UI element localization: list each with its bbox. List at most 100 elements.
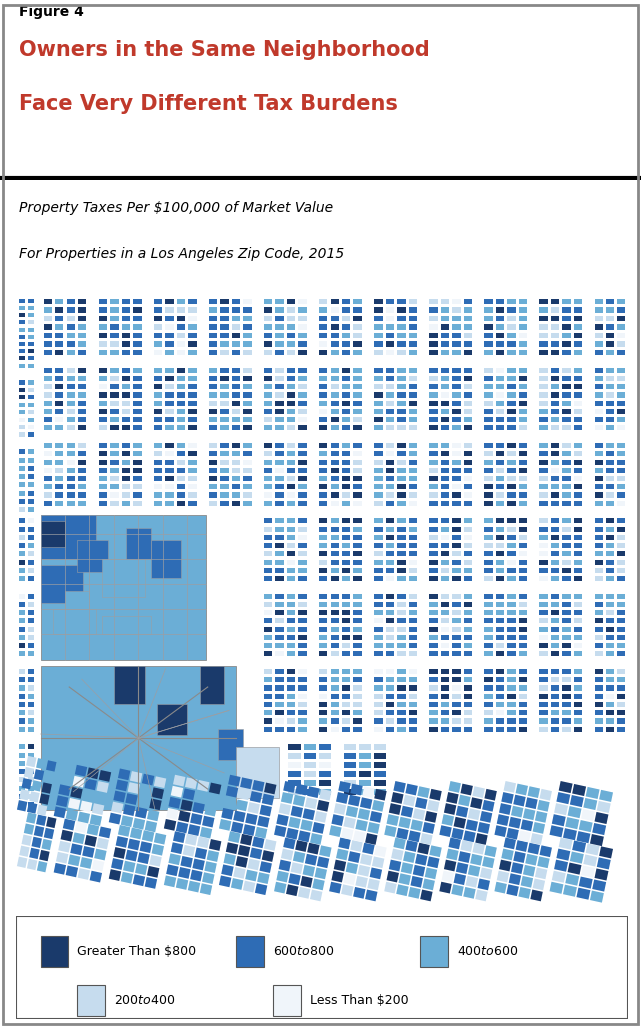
Bar bbox=[287, 694, 296, 699]
Bar bbox=[507, 519, 516, 524]
Polygon shape bbox=[281, 792, 294, 804]
Bar bbox=[397, 694, 406, 699]
Bar bbox=[397, 535, 406, 540]
Polygon shape bbox=[353, 830, 365, 843]
Polygon shape bbox=[121, 815, 133, 827]
Bar bbox=[276, 332, 284, 339]
Bar bbox=[298, 527, 307, 532]
Bar bbox=[331, 552, 339, 557]
Bar bbox=[452, 718, 461, 723]
Bar bbox=[19, 643, 25, 648]
Bar bbox=[276, 298, 284, 304]
Bar bbox=[44, 443, 52, 449]
Bar bbox=[507, 543, 516, 548]
Bar bbox=[209, 342, 217, 347]
Bar bbox=[28, 334, 35, 339]
Bar bbox=[19, 349, 25, 353]
Bar bbox=[562, 643, 570, 648]
Bar bbox=[122, 350, 130, 355]
Bar bbox=[495, 643, 504, 648]
Bar bbox=[276, 527, 284, 532]
Bar bbox=[551, 501, 560, 506]
Bar bbox=[441, 627, 449, 632]
Bar bbox=[342, 425, 351, 430]
Bar bbox=[441, 468, 449, 473]
Bar bbox=[287, 594, 296, 599]
Bar bbox=[507, 627, 516, 632]
Polygon shape bbox=[581, 809, 595, 821]
Bar bbox=[154, 316, 162, 321]
Bar bbox=[99, 493, 107, 498]
Bar bbox=[429, 316, 438, 321]
Bar bbox=[319, 316, 328, 321]
Polygon shape bbox=[94, 792, 106, 804]
Bar bbox=[359, 771, 371, 777]
Bar bbox=[188, 493, 197, 498]
Bar bbox=[374, 384, 383, 389]
Bar bbox=[617, 535, 625, 540]
Bar bbox=[319, 535, 328, 540]
Polygon shape bbox=[358, 864, 370, 877]
Polygon shape bbox=[454, 874, 466, 885]
Text: Figure 4: Figure 4 bbox=[19, 5, 84, 20]
Polygon shape bbox=[293, 851, 305, 863]
Bar bbox=[28, 298, 35, 303]
Polygon shape bbox=[27, 803, 37, 814]
Bar bbox=[342, 308, 351, 313]
Bar bbox=[408, 384, 417, 389]
Polygon shape bbox=[396, 884, 409, 896]
Bar bbox=[617, 485, 625, 490]
Bar bbox=[298, 324, 307, 329]
Bar bbox=[441, 392, 449, 397]
Bar bbox=[28, 527, 35, 532]
Polygon shape bbox=[552, 871, 566, 883]
Bar bbox=[452, 485, 461, 490]
Bar bbox=[485, 560, 493, 565]
Bar bbox=[342, 552, 351, 557]
Polygon shape bbox=[123, 860, 135, 873]
Bar bbox=[429, 332, 438, 339]
Bar bbox=[28, 777, 35, 782]
Bar bbox=[67, 443, 75, 449]
Bar bbox=[408, 425, 417, 430]
Bar bbox=[551, 376, 560, 381]
Bar bbox=[374, 627, 383, 632]
Bar bbox=[287, 710, 296, 715]
Polygon shape bbox=[482, 856, 495, 868]
Bar bbox=[154, 501, 162, 506]
Bar bbox=[19, 610, 25, 615]
Bar bbox=[28, 418, 35, 422]
Bar bbox=[19, 499, 25, 504]
Bar bbox=[276, 594, 284, 599]
Bar bbox=[485, 384, 493, 389]
Bar bbox=[19, 769, 25, 774]
Bar bbox=[574, 576, 582, 581]
Polygon shape bbox=[478, 822, 490, 833]
Bar bbox=[374, 535, 383, 540]
Bar bbox=[353, 651, 362, 657]
Bar bbox=[353, 409, 362, 414]
Bar bbox=[519, 618, 527, 624]
Bar bbox=[122, 452, 130, 457]
Bar bbox=[408, 485, 417, 490]
Bar bbox=[287, 560, 296, 565]
Bar bbox=[519, 560, 527, 565]
Polygon shape bbox=[350, 840, 363, 852]
Bar bbox=[408, 535, 417, 540]
Bar bbox=[288, 771, 301, 777]
Bar bbox=[540, 543, 548, 548]
Polygon shape bbox=[405, 840, 418, 852]
Bar bbox=[319, 443, 328, 449]
Bar bbox=[55, 493, 63, 498]
Polygon shape bbox=[449, 838, 461, 849]
Bar bbox=[264, 643, 272, 648]
Bar bbox=[55, 324, 63, 329]
Bar bbox=[408, 643, 417, 648]
Bar bbox=[133, 501, 142, 506]
Bar bbox=[463, 560, 472, 565]
Bar bbox=[67, 501, 75, 506]
Bar bbox=[507, 702, 516, 707]
Bar bbox=[429, 392, 438, 397]
Bar bbox=[408, 710, 417, 715]
Polygon shape bbox=[463, 830, 476, 843]
